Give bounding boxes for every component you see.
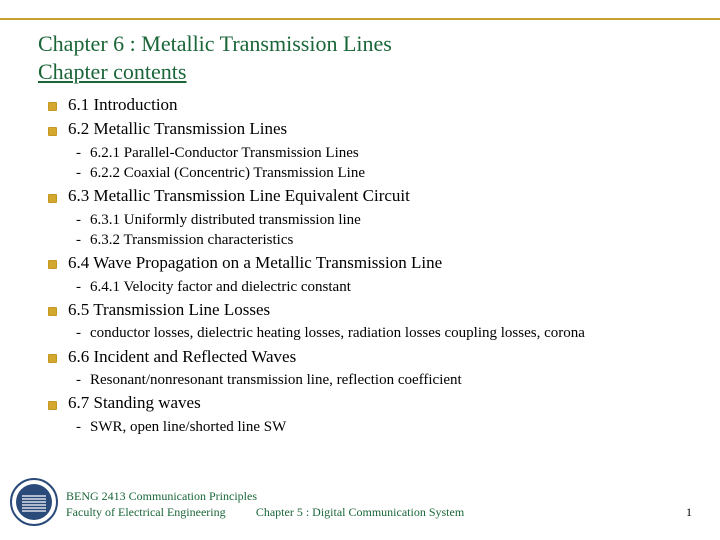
toc-subitem: 6.2.2 Coaxial (Concentric) Transmission …	[90, 163, 700, 183]
toc-subitem: 6.3.1 Uniformly distributed transmission…	[90, 210, 700, 230]
toc-sublist: SWR, open line/shorted line SW	[68, 417, 700, 437]
slide-title: Chapter 6 : Metallic Transmission Lines …	[38, 30, 700, 85]
course-code: BENG 2413 Communication Principles	[66, 488, 257, 504]
toc-item: 6.1 Introduction	[68, 94, 700, 116]
chapter-title: Chapter 6 : Metallic Transmission Lines	[38, 30, 700, 58]
footer-left: BENG 2413 Communication Principles Facul…	[66, 488, 257, 520]
toc-sublist: 6.2.1 Parallel-Conductor Transmission Li…	[68, 143, 700, 184]
page-number: 1	[686, 505, 692, 520]
toc-item-label: 6.4 Wave Propagation on a Metallic Trans…	[68, 253, 442, 272]
toc-item-label: 6.2 Metallic Transmission Lines	[68, 119, 287, 138]
faculty-name: Faculty of Electrical Engineering	[66, 504, 257, 520]
toc-sublist: Resonant/nonresonant transmission line, …	[68, 370, 700, 390]
university-logo-icon	[10, 478, 58, 526]
toc-item-label: 6.5 Transmission Line Losses	[68, 300, 270, 319]
content-area: 6.1 Introduction 6.2 Metallic Transmissio…	[40, 94, 700, 439]
toc-sublist: 6.4.1 Velocity factor and dielectric con…	[68, 277, 700, 297]
toc-item-label: 6.3 Metallic Transmission Line Equivalen…	[68, 186, 410, 205]
toc-item: 6.3 Metallic Transmission Line Equivalen…	[68, 185, 700, 250]
toc-subitem: 6.2.1 Parallel-Conductor Transmission Li…	[90, 143, 700, 163]
toc-subitem: 6.3.2 Transmission characteristics	[90, 230, 700, 250]
toc-sublist: 6.3.1 Uniformly distributed transmission…	[68, 210, 700, 251]
footer-center: Chapter 5 : Digital Communication System	[256, 505, 464, 520]
toc-item: 6.4 Wave Propagation on a Metallic Trans…	[68, 252, 700, 297]
toc-item-label: 6.1 Introduction	[68, 95, 178, 114]
toc-subitem: Resonant/nonresonant transmission line, …	[90, 370, 700, 390]
toc-subitem: conductor losses, dielectric heating los…	[90, 323, 700, 343]
toc-subitem: SWR, open line/shorted line SW	[90, 417, 700, 437]
top-rule	[0, 18, 720, 20]
chapter-subtitle: Chapter contents	[38, 58, 700, 86]
toc-item: 6.2 Metallic Transmission Lines 6.2.1 Par…	[68, 118, 700, 183]
toc-item-label: 6.7 Standing waves	[68, 393, 201, 412]
toc-item: 6.6 Incident and Reflected Waves Resonant…	[68, 346, 700, 391]
toc-subitem: 6.4.1 Velocity factor and dielectric con…	[90, 277, 700, 297]
toc-item: 6.7 Standing waves SWR, open line/shorted…	[68, 392, 700, 437]
toc-item-label: 6.6 Incident and Reflected Waves	[68, 347, 296, 366]
table-of-contents: 6.1 Introduction 6.2 Metallic Transmissio…	[40, 94, 700, 437]
toc-item: 6.5 Transmission Line Losses conductor lo…	[68, 299, 700, 344]
footer: BENG 2413 Communication Principles Facul…	[0, 474, 720, 526]
toc-sublist: conductor losses, dielectric heating los…	[68, 323, 700, 343]
